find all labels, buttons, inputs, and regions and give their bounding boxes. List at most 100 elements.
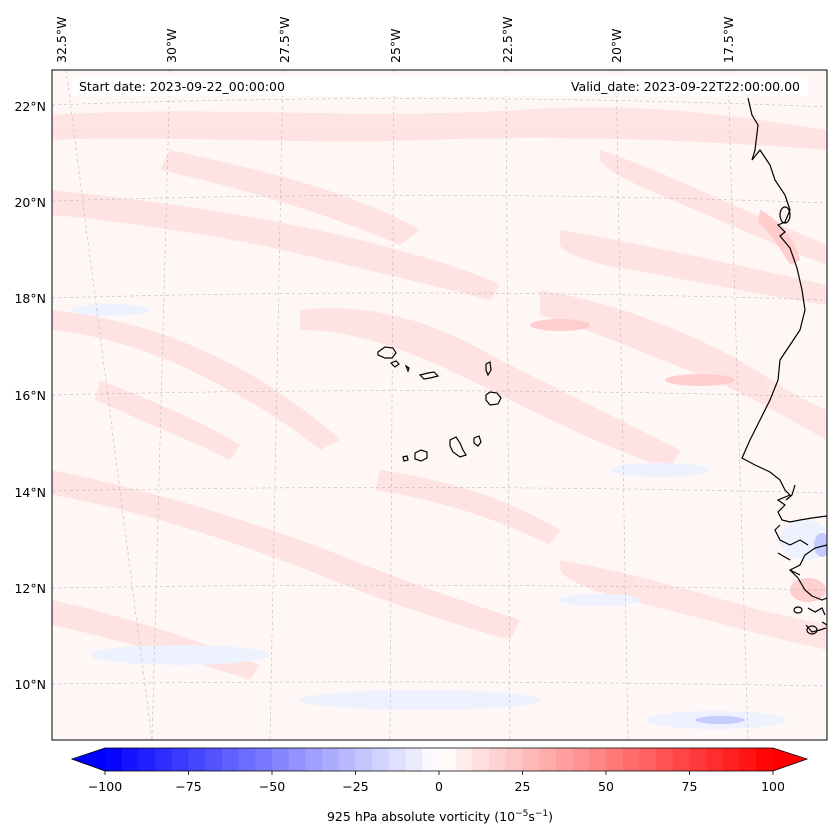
lon-label: 32.5°W: [54, 17, 69, 63]
cbar-tick-label: 0: [435, 779, 443, 794]
colorbar-cell: [405, 748, 423, 771]
colorbar-tick-labels: −100 −75 −50 −25 0 25 50 75 100: [88, 779, 785, 794]
colorbar-cell: [221, 748, 240, 771]
colorbar-cell: [238, 748, 256, 771]
african-coastline: [741, 97, 827, 523]
meridian-line: [65, 70, 153, 740]
colorbar-cell: [555, 748, 574, 771]
colorbar-cell: [522, 748, 540, 771]
parallel-line: [52, 98, 827, 108]
colorbar-cell: [455, 748, 473, 771]
coastlines: [741, 97, 827, 635]
longitude-labels: 32.5°W 30°W 27.5°W 25°W 22.5°W 20°W 17.5…: [54, 17, 736, 63]
island-sal: [485, 361, 492, 377]
colorbar-cell: [739, 748, 757, 771]
map-frame: [51, 69, 828, 741]
lat-label: 20°N: [14, 195, 46, 210]
island-santiago: [449, 436, 467, 458]
colorbar-cell: [205, 748, 223, 771]
meridian-line: [389, 70, 395, 740]
lat-label: 18°N: [14, 291, 46, 306]
cape-verde-islands: [377, 346, 502, 462]
valid-date-label: Valid_date: 2023-09-22T22:00:00.00: [571, 79, 800, 94]
lon-label: 27.5°W: [277, 17, 292, 63]
colorbar-cell: [672, 748, 690, 771]
lat-label: 14°N: [14, 485, 46, 500]
coast-bits: [774, 484, 827, 633]
colorbar-cell: [505, 748, 523, 771]
colorbar-cell: [188, 748, 206, 771]
lat-label: 16°N: [14, 388, 46, 403]
colorbar: −100 −75 −50 −25 0 25 50 75 100 925 hPa …: [70, 747, 809, 824]
colorbar-cell: [372, 748, 390, 771]
cbar-tick-label: −25: [342, 779, 368, 794]
parallel-line: [52, 584, 827, 591]
parallel-line: [52, 681, 827, 687]
colorbar-cell: [706, 748, 724, 771]
colorbar-cells: [72, 748, 807, 771]
colorbar-extend-low: [72, 748, 105, 771]
lat-label: 10°N: [14, 677, 46, 692]
colorbar-cell: [472, 748, 490, 771]
meridian-line: [505, 70, 511, 740]
colorbar-cell: [105, 748, 123, 771]
meridian-line: [615, 70, 629, 740]
latitude-labels: 22°N 20°N 18°N 16°N 14°N 12°N 10°N: [14, 99, 46, 692]
colorbar-cell: [439, 748, 457, 771]
gridlines: [52, 70, 827, 740]
island-fogo: [414, 449, 428, 462]
colorbar-cell: [639, 748, 657, 771]
island-maio: [473, 435, 482, 447]
colorbar-cell: [722, 748, 741, 771]
colorbar-cell: [622, 748, 640, 771]
lon-label: 20°W: [609, 28, 624, 63]
cbar-tick-label: 100: [761, 779, 785, 794]
colorbar-label: 925 hPa absolute vorticity (10−5s−1): [327, 809, 553, 824]
colorbar-cell: [255, 748, 273, 771]
island-santa-luzia: [404, 364, 410, 373]
colorbar-cell: [756, 748, 774, 771]
colorbar-cell: [171, 748, 189, 771]
island-brava: [402, 455, 409, 462]
lat-label: 22°N: [14, 99, 46, 114]
colorbar-cell: [572, 748, 590, 771]
colorbar-cell: [155, 748, 173, 771]
parallel-line: [52, 487, 827, 494]
colorbar-cell: [138, 748, 156, 771]
island-sao-vicente: [389, 360, 400, 368]
colorbar-cell: [489, 748, 507, 771]
island-sao-nicolau: [418, 371, 440, 380]
cbar-tick-label: 75: [682, 779, 698, 794]
parallel-line: [52, 194, 827, 204]
coast-lower: [788, 544, 827, 601]
lon-label: 30°W: [164, 28, 179, 63]
colorbar-cell: [388, 748, 407, 771]
colorbar-extend-high: [773, 748, 807, 771]
colorbar-cell: [656, 748, 674, 771]
cbar-tick-label: −75: [175, 779, 201, 794]
colorbar-cell: [305, 748, 323, 771]
colorbar-cell: [288, 748, 306, 771]
vorticity-field: [52, 70, 827, 740]
cbar-tick-label: −100: [88, 779, 122, 794]
colorbar-cell: [589, 748, 607, 771]
parallel-line: [52, 390, 827, 398]
lon-label: 25°W: [388, 28, 403, 63]
meridian-line: [151, 70, 171, 740]
colorbar-cell: [422, 748, 440, 771]
cbar-tick-label: 25: [515, 779, 531, 794]
lon-label: 22.5°W: [500, 17, 515, 63]
colorbar-ticks: [104, 771, 774, 775]
lat-label: 12°N: [14, 581, 46, 596]
island-santo-antao: [377, 346, 397, 359]
colorbar-cell: [606, 748, 624, 771]
colorbar-cell: [539, 748, 557, 771]
colorbar-cell: [322, 748, 340, 771]
cbar-tick-label: 50: [598, 779, 614, 794]
parallel-line: [52, 292, 827, 301]
cbar-tick-label: −50: [259, 779, 285, 794]
meridian-line: [727, 70, 749, 740]
start-date-label: Start date: 2023-09-22_00:00:00: [79, 79, 285, 94]
colorbar-cell: [355, 748, 373, 771]
colorbar-cell: [121, 748, 139, 771]
